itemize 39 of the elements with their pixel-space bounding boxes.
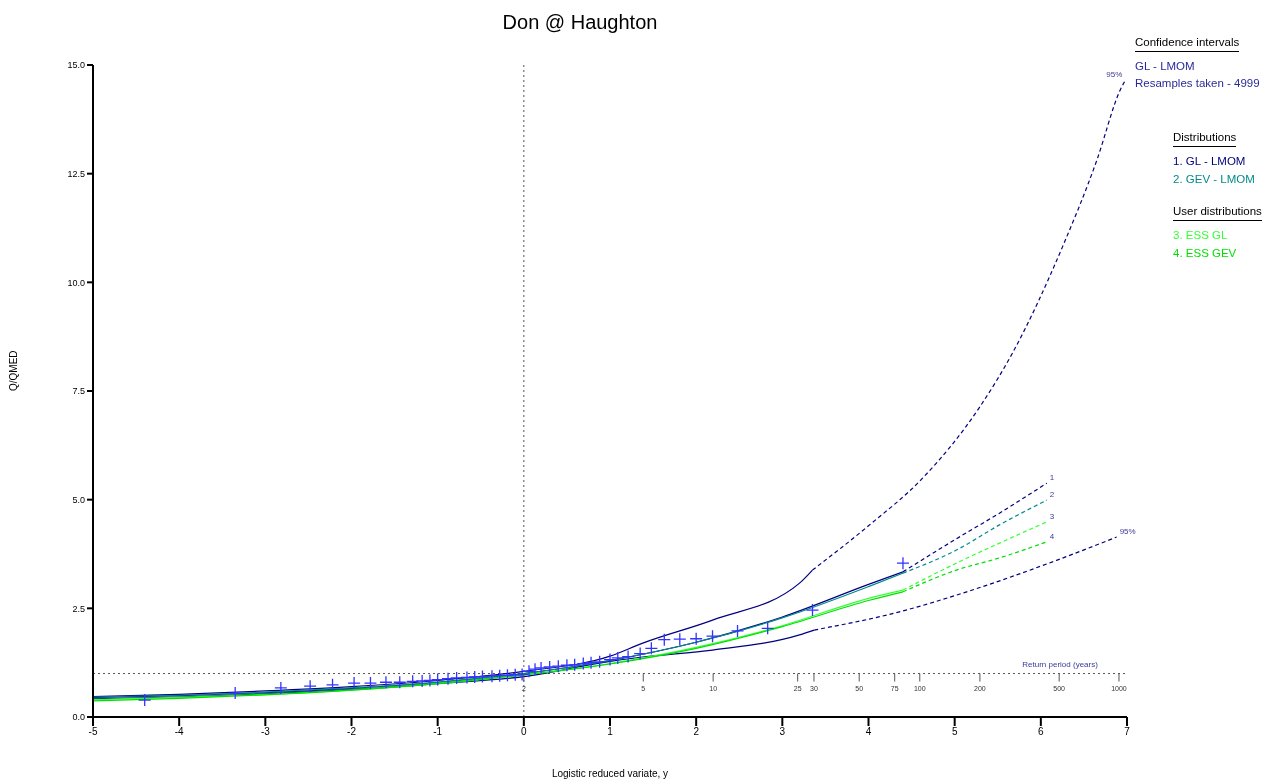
x-tick-label: 2: [693, 726, 700, 738]
text: Resamples taken - 4999: [1135, 76, 1260, 91]
text: User distributions: [1173, 202, 1262, 221]
text: 3. ESS GL: [1173, 228, 1229, 243]
text: Confidence intervals: [1135, 34, 1240, 52]
annotation: 1: [1049, 473, 1055, 483]
annotation: Return period (years): [1022, 660, 1099, 670]
x-axis-title: Logistic reduced variate, y: [551, 768, 669, 779]
x-tick-label: -4: [174, 726, 185, 738]
y-axis-title: Q/QMED: [7, 350, 19, 391]
x-tick-label: 0: [521, 726, 528, 738]
annotation: 95%: [1106, 70, 1123, 80]
annotation: 2: [1049, 490, 1055, 500]
chart-title: Don @ Haughton: [502, 11, 658, 33]
x-tick-label: 1: [607, 726, 614, 738]
text: 2. GEV - LMOM: [1173, 172, 1256, 187]
y-tick-label: 5.0: [72, 494, 85, 505]
legend-title: Distributions: [1173, 128, 1237, 147]
y-tick-label: 0.0: [72, 712, 85, 723]
x-tick-label: 7: [1124, 726, 1131, 738]
y-tick-label: 10.0: [67, 277, 85, 288]
text: 4. ESS GEV: [1173, 246, 1238, 261]
x-tick-label: 4: [865, 726, 872, 738]
x-tick-label: 3: [779, 726, 786, 738]
annotation: 4: [1049, 531, 1055, 541]
annotation: 95%: [1119, 527, 1136, 537]
y-tick-label: 12.5: [67, 168, 85, 179]
x-tick-label: -2: [347, 726, 357, 738]
x-tick-label: -3: [260, 726, 271, 738]
y-tick-label: 15.0: [67, 60, 85, 71]
y-tick-label: 7.5: [72, 386, 85, 397]
x-tick-label: 6: [1038, 726, 1045, 738]
x-tick-label: -1: [433, 726, 443, 738]
text: GL - LMOM: [1135, 59, 1196, 74]
x-tick-label: 5: [951, 726, 958, 738]
text: 1. GL - LMOM: [1173, 154, 1247, 169]
x-tick-label: -5: [88, 726, 98, 738]
annotation: 3: [1049, 511, 1055, 521]
y-tick-label: 2.5: [72, 603, 85, 614]
